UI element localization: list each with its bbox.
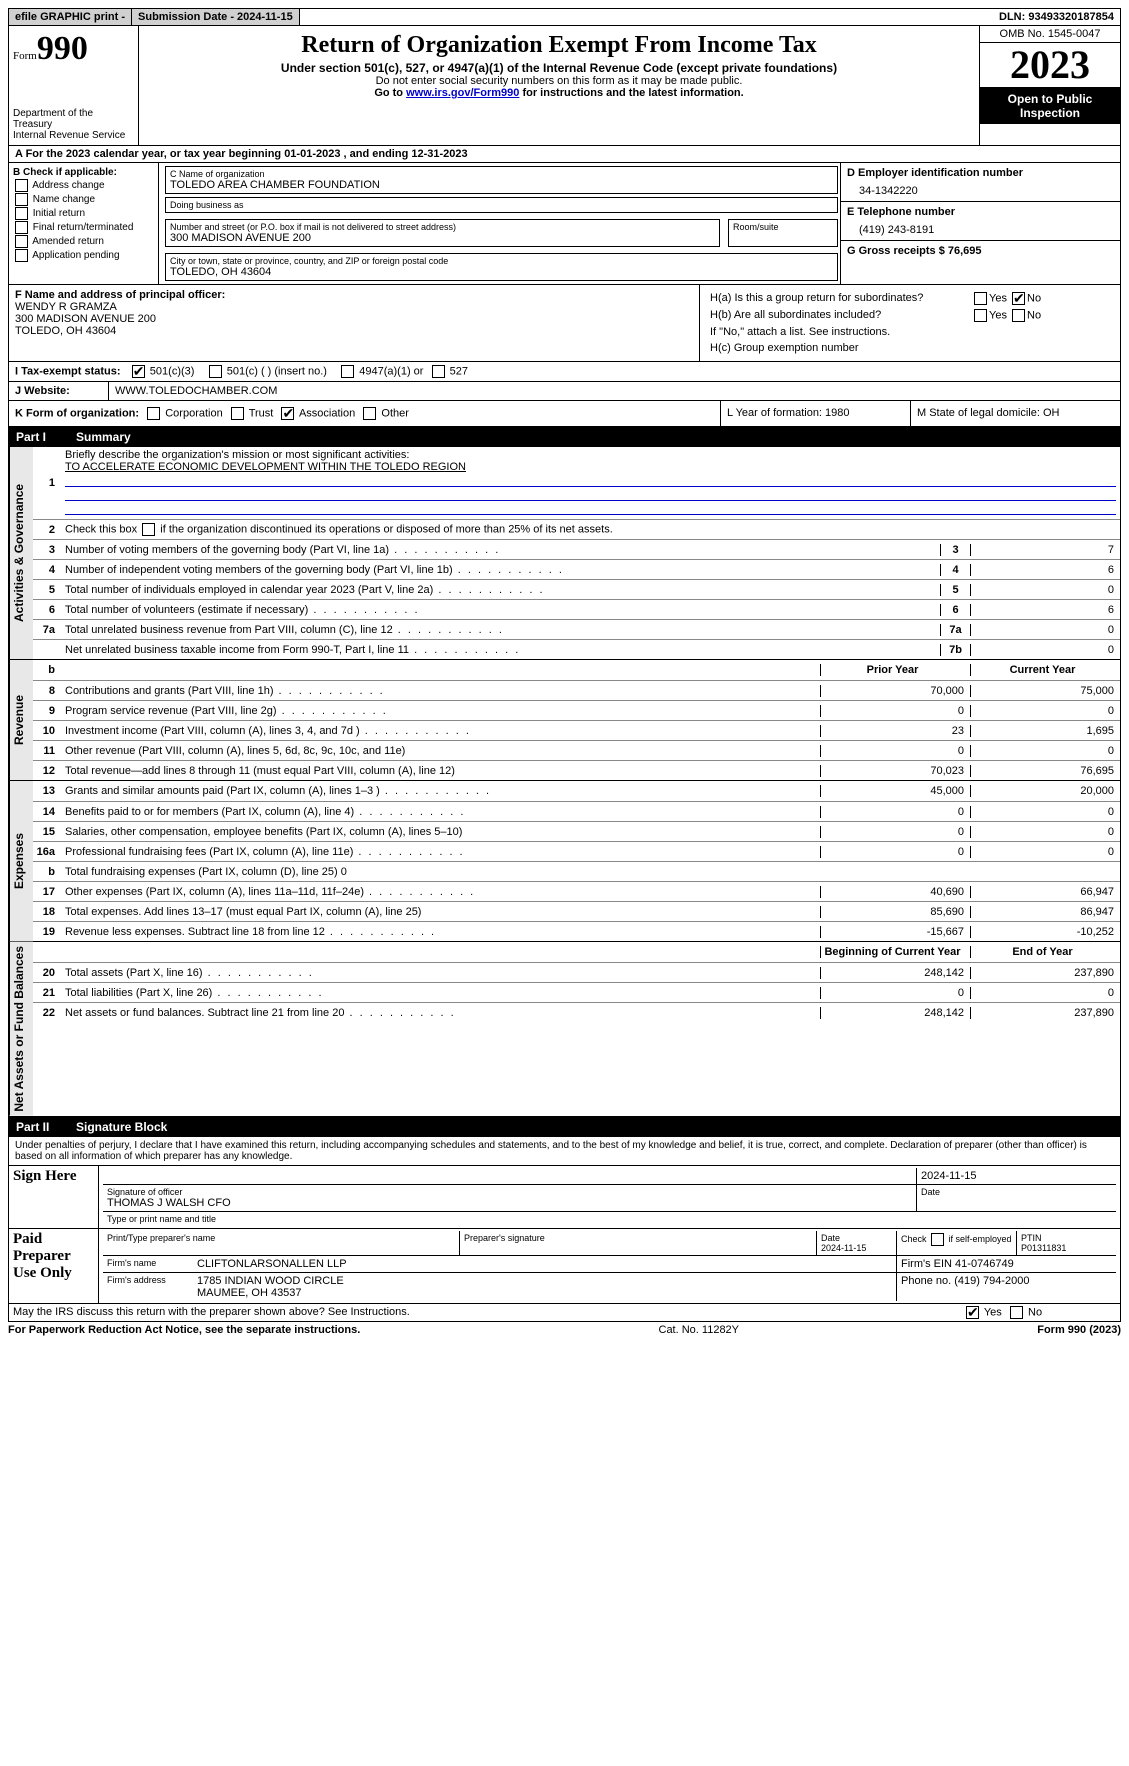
check-discontinued[interactable] (142, 523, 155, 536)
sign-here-label: Sign Here (9, 1166, 99, 1228)
state-domicile: M State of legal domicile: OH (910, 401, 1120, 426)
val-5: 0 (970, 584, 1120, 596)
check-ha-yes[interactable] (974, 292, 987, 305)
website-label: J Website: (15, 385, 70, 397)
check-4947[interactable] (341, 365, 354, 378)
org-name: TOLEDO AREA CHAMBER FOUNDATION (170, 179, 833, 191)
subtitle-1: Under section 501(c), 527, or 4947(a)(1)… (143, 61, 975, 75)
row-k-form-org: K Form of organization: Corporation Trus… (9, 401, 720, 426)
check-other[interactable] (363, 407, 376, 420)
row-a-tax-year: A For the 2023 calendar year, or tax yea… (8, 146, 1121, 163)
form-title: Return of Organization Exempt From Incom… (143, 32, 975, 59)
firm-ein: 41-0746749 (955, 1258, 1014, 1270)
col-de: D Employer identification number34-13422… (840, 163, 1120, 284)
val-6: 6 (970, 604, 1120, 616)
val-7b: 0 (970, 644, 1120, 656)
officer-sig-name: THOMAS J WALSH CFO (107, 1197, 231, 1209)
vlabel-expenses: Expenses (9, 781, 33, 941)
vlabel-revenue: Revenue (9, 660, 33, 780)
open-inspection: Open to Public Inspection (980, 88, 1120, 124)
row-i-exempt: I Tax-exempt status: 501(c)(3) 501(c) ( … (8, 362, 1121, 382)
check-assoc[interactable] (281, 407, 294, 420)
efile-print-button[interactable]: efile GRAPHIC print - (9, 9, 132, 25)
firm-addr: 1785 INDIAN WOOD CIRCLE (197, 1275, 344, 1287)
phone: (419) 243-8191 (859, 224, 1114, 236)
check-discuss-no[interactable] (1010, 1306, 1023, 1319)
check-final-return[interactable] (15, 221, 28, 234)
check-amended[interactable] (15, 235, 28, 248)
top-toolbar: efile GRAPHIC print - Submission Date - … (8, 8, 1121, 26)
check-app-pending[interactable] (15, 249, 28, 262)
ein: 34-1342220 (859, 185, 1114, 197)
tax-year: 2023 (980, 43, 1120, 88)
perjury-declaration: Under penalties of perjury, I declare th… (8, 1137, 1121, 1166)
submission-date-button[interactable]: Submission Date - 2024-11-15 (132, 9, 300, 25)
paid-preparer-label: Paid Preparer Use Only (9, 1229, 99, 1303)
check-ha-no[interactable] (1012, 292, 1025, 305)
dln-label: DLN: 93493320187854 (300, 9, 1120, 25)
check-hb-yes[interactable] (974, 309, 987, 322)
check-corp[interactable] (147, 407, 160, 420)
dept-label: Department of the Treasury Internal Reve… (13, 108, 134, 141)
street-address: 300 MADISON AVENUE 200 (170, 232, 715, 244)
check-501c[interactable] (209, 365, 222, 378)
sig-date: 2024-11-15 (916, 1168, 1116, 1184)
form-header: Form990 Department of the Treasury Inter… (8, 26, 1121, 146)
check-hb-no[interactable] (1012, 309, 1025, 322)
col-b-checkboxes: B Check if applicable: Address change Na… (9, 163, 159, 284)
check-address-change[interactable] (15, 179, 28, 192)
officer-name: WENDY R GRAMZA (15, 301, 117, 313)
check-self-employed[interactable] (931, 1233, 944, 1246)
ptin: P01311831 (1021, 1243, 1066, 1253)
check-501c3[interactable] (132, 365, 145, 378)
city-state-zip: TOLEDO, OH 43604 (170, 266, 833, 278)
check-name-change[interactable] (15, 193, 28, 206)
firm-phone: (419) 794-2000 (954, 1275, 1029, 1287)
omb-number: OMB No. 1545-0047 (980, 26, 1120, 43)
check-initial-return[interactable] (15, 207, 28, 220)
vlabel-governance: Activities & Governance (9, 447, 33, 659)
form-label: Form (13, 50, 37, 62)
irs-link[interactable]: www.irs.gov/Form990 (406, 87, 519, 99)
check-527[interactable] (432, 365, 445, 378)
part2-header: Part IISignature Block (8, 1117, 1121, 1137)
box-h-group: H(a) Is this a group return for subordin… (700, 285, 1120, 361)
form-number: 990 (37, 30, 88, 67)
website-value: WWW.TOLEDOCHAMBER.COM (109, 382, 1120, 400)
check-trust[interactable] (231, 407, 244, 420)
year-formation: L Year of formation: 1980 (720, 401, 910, 426)
val-4: 6 (970, 564, 1120, 576)
firm-name: CLIFTONLARSONALLEN LLP (193, 1256, 896, 1272)
val-7a: 0 (970, 624, 1120, 636)
part1-header: Part ISummary (8, 427, 1121, 447)
val-3: 7 (970, 544, 1120, 556)
box-f-officer: F Name and address of principal officer:… (9, 285, 700, 361)
check-discuss-yes[interactable] (966, 1306, 979, 1319)
col-c-org-info: C Name of organizationTOLEDO AREA CHAMBE… (159, 163, 840, 284)
vlabel-netassets: Net Assets or Fund Balances (9, 942, 33, 1116)
subtitle-2: Do not enter social security numbers on … (143, 75, 975, 87)
page-footer: For Paperwork Reduction Act Notice, see … (8, 1322, 1121, 1338)
mission-text: TO ACCELERATE ECONOMIC DEVELOPMENT WITHI… (65, 461, 466, 473)
gross-receipts: G Gross receipts $ 76,695 (847, 245, 982, 257)
